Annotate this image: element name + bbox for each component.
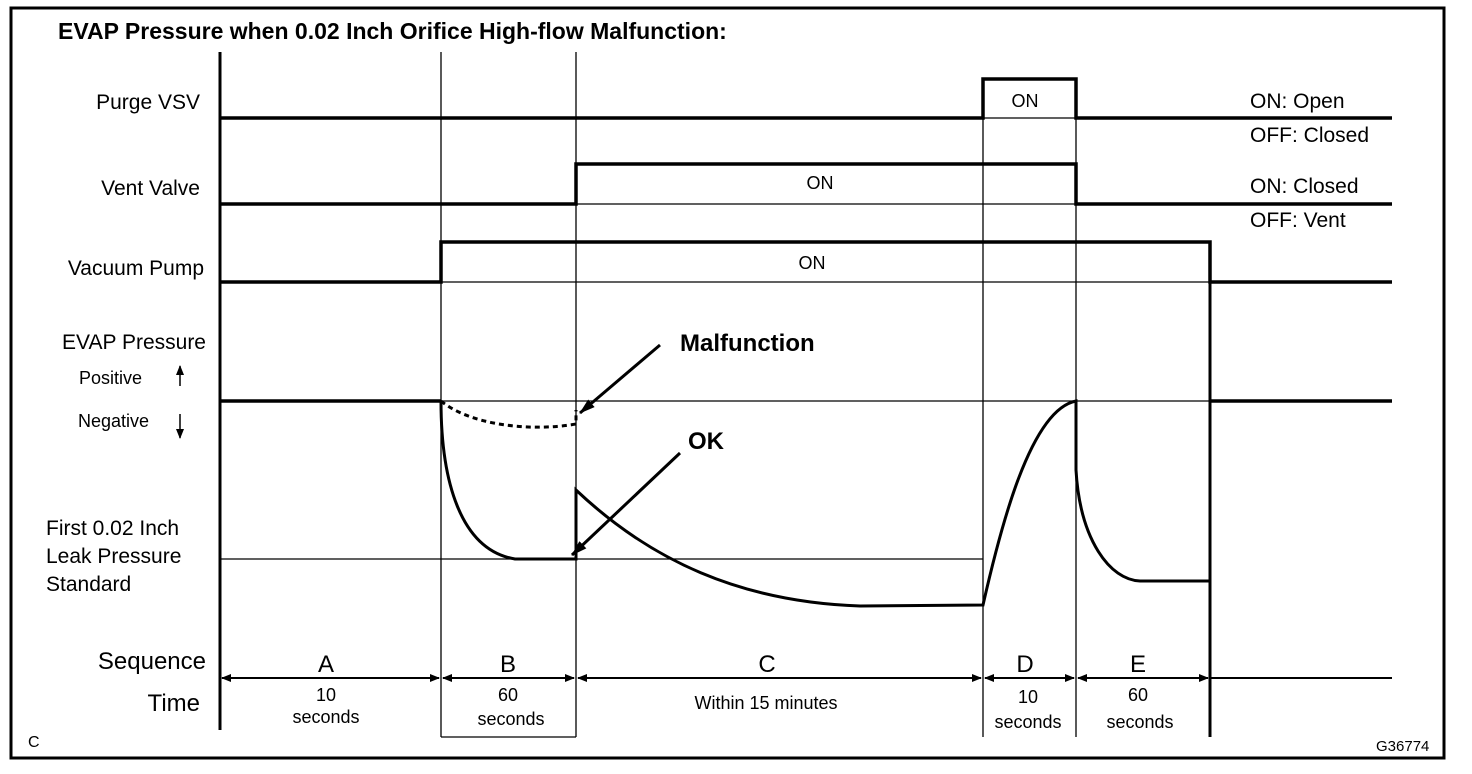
phase-dividers [218,52,1212,738]
step-e: E [1129,651,1147,678]
figure-code: G36774 [1376,738,1430,755]
step-e-unit: seconds [1106,712,1174,732]
step-c-time: Within 15 minutes [694,693,838,713]
corner-mark: C [28,734,40,751]
positive-label: Positive [79,368,143,388]
frame [9,6,1446,760]
step-c: C [758,651,776,678]
vacuum-pump-signal [220,240,1392,284]
diagram-title: EVAP Pressure when 0.02 Inch Orifice Hig… [58,18,727,44]
purge-vsv-label: Purge VSV [96,91,200,114]
sequence-label: Sequence [97,648,206,675]
step-a-unit: seconds [292,707,360,727]
vent-valve-signal [220,162,1392,206]
negative-label: Negative [78,411,150,431]
vent-valve-label: Vent Valve [101,177,200,200]
purge-vsv-on: ON [1011,91,1039,111]
ok-pressure-curve [439,399,1212,608]
step-b-time: 60 [497,685,519,705]
time-label: Time [147,690,200,717]
vent-legend-off: OFF: Vent [1250,209,1346,232]
vent-valve-on: ON [806,173,834,193]
step-e-time: 60 [1127,685,1149,705]
leak-standard-line3: Standard [46,573,132,596]
purge-legend-on: ON: Open [1250,90,1345,113]
vacuum-pump-label: Vacuum Pump [67,257,204,280]
step-d-unit: seconds [994,712,1062,732]
ok-arrow [570,451,682,557]
step-a: A [317,651,335,678]
evap-pressure-label: EVAP Pressure [62,331,206,354]
malfunction-arrow [579,343,661,415]
leak-standard-line2: Leak Pressure [46,545,182,568]
ok-label: OK [688,428,724,455]
malfunction-label: Malfunction [680,330,815,357]
vacuum-pump-on: ON [798,253,826,273]
step-a-time: 10 [315,685,337,705]
purge-legend-off: OFF: Closed [1250,124,1370,147]
vent-legend-on: ON: Closed [1250,175,1359,198]
step-b: B [499,651,517,678]
malfunction-pressure-curve [440,399,578,429]
leak-standard-line1: First 0.02 Inch [46,517,180,540]
purge-vsv-signal [220,77,1392,120]
step-b-unit: seconds [477,709,545,729]
step-d: D [1016,651,1034,678]
step-d-time: 10 [1017,687,1039,707]
